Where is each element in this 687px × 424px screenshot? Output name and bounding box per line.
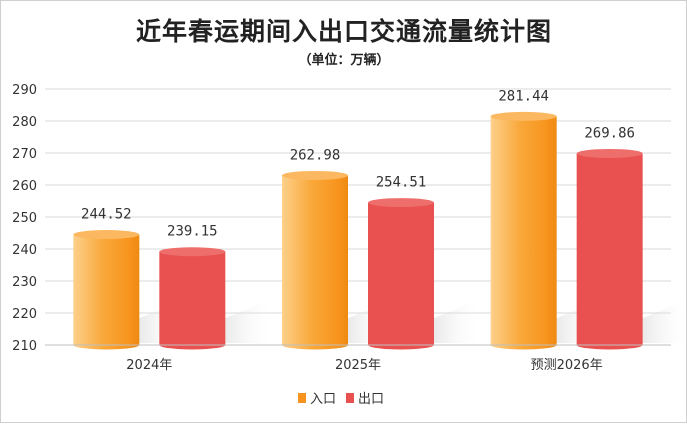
- y-tick-label: 230: [12, 275, 37, 290]
- y-tick-label: 290: [12, 83, 37, 98]
- y-tick-label: 220: [12, 307, 37, 322]
- bar-body: [490, 116, 557, 350]
- legend-swatch-outbound: [346, 393, 354, 403]
- bar-body: [159, 251, 226, 350]
- bar-cap: [490, 111, 557, 121]
- axes: 210 220 230 240 250 260 270 280 290 2024年 2025年 预测2…: [12, 83, 671, 373]
- data-label: 244.52: [81, 207, 132, 223]
- bar-cap: [159, 247, 226, 257]
- bar-cap: [368, 198, 434, 208]
- y-tick-label: 240: [12, 243, 37, 258]
- data-label: 281.44: [498, 88, 549, 104]
- x-category-label: 2025年: [335, 358, 381, 373]
- bar-body: [368, 202, 434, 350]
- bar-body: [73, 234, 140, 350]
- data-labels: 244.52 239.15 262.98 254.51 281.44 269.86: [81, 88, 635, 239]
- data-label: 239.15: [167, 224, 218, 240]
- bar-cap: [73, 230, 140, 240]
- legend-swatch-inbound: [298, 393, 306, 403]
- bar-body: [282, 175, 348, 350]
- data-label: 262.98: [290, 147, 341, 163]
- bar-outbound: [368, 198, 434, 350]
- data-label: 254.51: [376, 175, 427, 191]
- y-tick-label: 260: [12, 179, 37, 194]
- bar-body: [576, 153, 643, 350]
- bar-outbound: [159, 247, 226, 350]
- x-category-label: 2024年: [126, 358, 172, 373]
- bar-shadow: [432, 301, 482, 343]
- data-label: 269.86: [584, 125, 635, 141]
- bar-inbound: [73, 230, 140, 350]
- bars: [73, 111, 643, 350]
- chart-title: 近年春运期间入出口交通流量统计图: [136, 17, 552, 46]
- gridlines: [45, 88, 671, 314]
- bar-cap: [576, 148, 643, 158]
- bar-shadow: [640, 301, 687, 343]
- bar-outbound: [576, 148, 643, 350]
- legend: 入口 出口: [298, 392, 384, 407]
- y-tick-label: 280: [12, 115, 37, 130]
- bar-inbound: [282, 170, 348, 350]
- bar-cap: [282, 170, 348, 180]
- y-tick-label: 270: [12, 147, 37, 162]
- y-tick-label: 210: [12, 339, 37, 354]
- x-category-label: 预测2026年: [531, 358, 603, 373]
- chart-subtitle: （单位：万辆）: [298, 52, 389, 68]
- legend-label-inbound: 入口: [310, 392, 336, 407]
- legend-label-outbound: 出口: [358, 392, 384, 407]
- bar-inbound: [490, 111, 557, 350]
- bar-shadow: [223, 301, 274, 343]
- y-tick-label: 250: [12, 211, 37, 226]
